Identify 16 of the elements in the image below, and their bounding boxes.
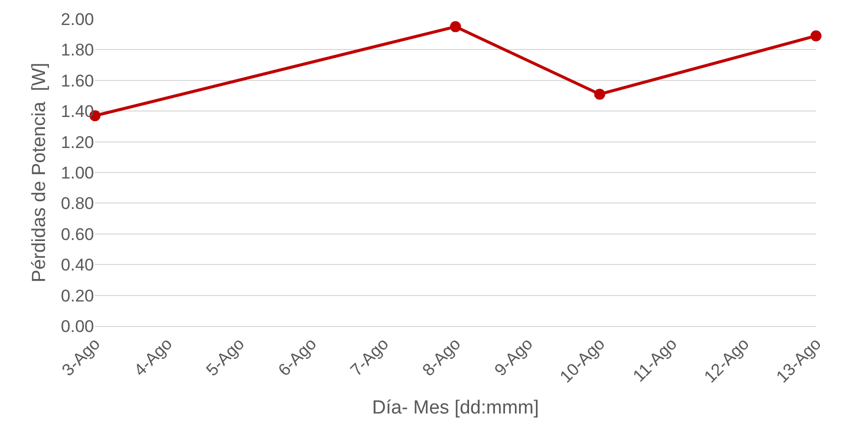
- y-tick-label: 1.60: [60, 71, 94, 90]
- y-tick-label: 1.80: [60, 40, 94, 60]
- y-tick-label: 2.00: [60, 10, 94, 29]
- y-tick-label: 1.20: [60, 132, 94, 152]
- y-tick-label: 1.00: [60, 163, 94, 182]
- y-tick-label: 0.60: [60, 224, 94, 244]
- y-tick-label: 0.80: [60, 194, 94, 214]
- y-tick-label: 0.40: [60, 256, 94, 275]
- y-tick-label: 0.00: [60, 316, 94, 336]
- y-tick-label: 1.40: [60, 102, 94, 122]
- point: [810, 30, 822, 42]
- point: [594, 88, 606, 100]
- y-axis-title: Pérdidas de Potencia [W]: [28, 62, 50, 282]
- point: [450, 21, 461, 32]
- x-axis-title: Día- Mes [dd:mmm]: [372, 397, 539, 418]
- y-tick-label: 0.20: [60, 286, 94, 306]
